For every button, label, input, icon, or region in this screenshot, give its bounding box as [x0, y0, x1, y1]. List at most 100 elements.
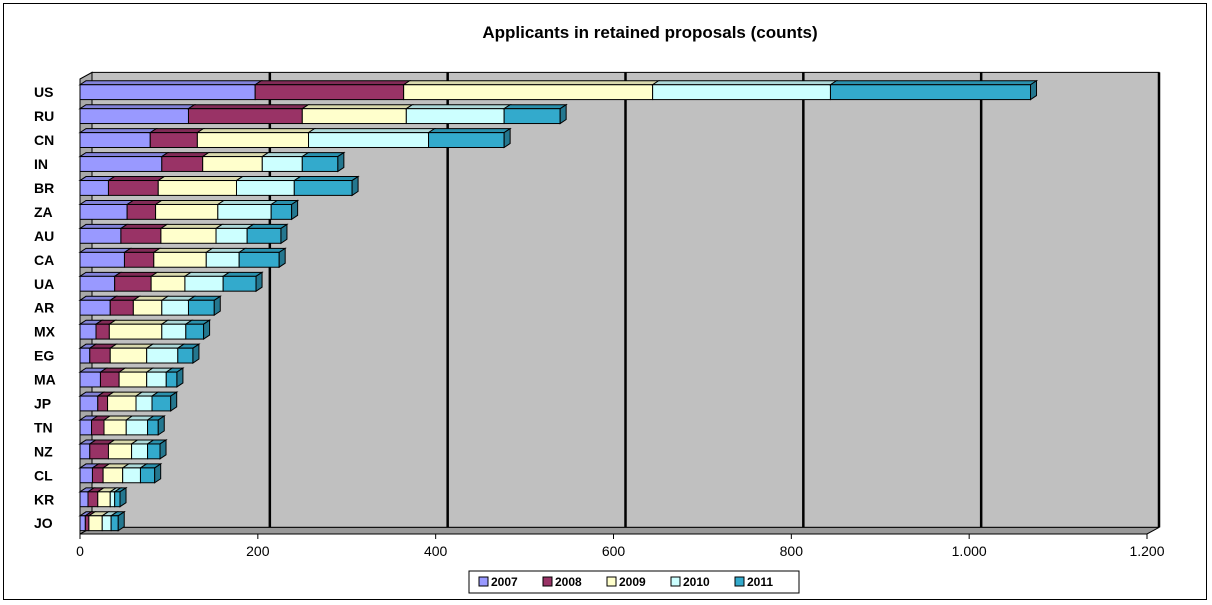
legend-swatch — [670, 576, 681, 587]
chart-title: Applicants in retained proposals (counts… — [482, 23, 817, 42]
bar-segment — [84, 515, 90, 532]
bar-end — [117, 510, 125, 532]
bar-top — [108, 343, 155, 349]
bar-top — [156, 176, 245, 182]
bar-top — [78, 247, 133, 253]
bar-segment — [79, 323, 97, 340]
bar-segment — [235, 180, 295, 196]
bars — [78, 79, 1039, 532]
bar-segment — [149, 132, 198, 148]
bar-end — [1030, 79, 1038, 101]
bar-segment — [79, 227, 122, 244]
bar-segment — [79, 299, 111, 316]
bar-top — [404, 104, 512, 110]
bar-group — [78, 415, 166, 436]
legend-label: 2008 — [555, 575, 582, 589]
bar-end — [291, 199, 299, 221]
bar-segment — [301, 108, 407, 125]
bar-segment — [114, 275, 152, 292]
bar-group — [78, 486, 128, 508]
bar-segment — [428, 132, 505, 148]
bar-top — [292, 176, 360, 182]
bar-segment — [120, 227, 162, 244]
tick-label: 400 — [424, 543, 448, 559]
stacked-bar-chart: Applicants in retained proposals (counts… — [34, 23, 1165, 594]
bar-segment — [79, 84, 256, 101]
legend-swatch — [542, 576, 553, 587]
bar-end — [559, 103, 567, 125]
bar-top — [153, 199, 226, 205]
bar-top — [306, 128, 437, 134]
gridlines — [268, 72, 1161, 528]
bar-segment — [293, 180, 353, 196]
bar-group — [78, 462, 163, 484]
tick-label: 1.200 — [1129, 543, 1164, 559]
bar-end — [192, 343, 200, 364]
category-label: CL — [34, 467, 53, 483]
bar-top — [78, 104, 197, 110]
category-label: AR — [34, 300, 54, 316]
bar-segment — [126, 203, 157, 220]
bar-segment — [160, 227, 217, 244]
bar-segment — [147, 419, 159, 436]
bar-top — [159, 223, 224, 229]
bar-segment — [79, 371, 101, 388]
bar-segment — [246, 227, 282, 244]
bar-segment — [79, 275, 116, 292]
bar-segment — [79, 443, 91, 460]
tick-label: 800 — [780, 543, 804, 559]
legend-item: 2007 — [478, 575, 518, 589]
tick-label: 0 — [76, 543, 84, 559]
bar-top — [78, 199, 135, 205]
bar-segment — [222, 275, 257, 292]
bar-top — [78, 152, 170, 158]
bar-segment — [301, 156, 339, 172]
bar-top — [78, 80, 263, 86]
bar-group — [78, 510, 126, 532]
bar-group — [78, 271, 264, 293]
bar-segment — [165, 371, 178, 388]
bar-segment — [215, 227, 248, 244]
legend-label: 2010 — [683, 575, 710, 589]
bar-group — [78, 175, 360, 197]
category-label: ZA — [34, 204, 53, 220]
legend-item: 2010 — [670, 575, 710, 589]
bar-segment — [270, 203, 293, 220]
bar-end — [119, 486, 127, 508]
category-label: BR — [34, 180, 54, 196]
bar-group — [78, 319, 212, 341]
bar-segment — [109, 299, 134, 316]
bar-segment — [135, 395, 153, 412]
bar-segment — [150, 275, 186, 292]
bar-segment — [79, 108, 189, 125]
category-label: IN — [34, 156, 48, 172]
bar-segment — [217, 203, 272, 220]
bar-segment — [79, 467, 93, 484]
legend: 2007 2008 2009 2010 2011 — [468, 570, 800, 594]
bar-segment — [79, 515, 86, 532]
bar-end — [176, 367, 184, 388]
bar-segment — [109, 347, 148, 364]
bar-top — [78, 223, 129, 229]
bar-top — [107, 319, 170, 325]
bar-end — [255, 271, 263, 293]
bar-top — [78, 128, 158, 134]
bar-segment — [308, 132, 430, 148]
bar-segment — [110, 515, 119, 532]
bar-segment — [114, 491, 121, 508]
bar-segment — [652, 84, 831, 101]
bar-top — [119, 223, 169, 229]
bar-segment — [107, 443, 133, 460]
bar-segment — [202, 156, 263, 172]
category-label: CA — [34, 252, 54, 268]
bar-group — [78, 295, 222, 317]
bar-segment — [79, 491, 89, 508]
category-label: RU — [34, 108, 54, 124]
bar-segment — [829, 84, 1032, 101]
category-label: KR — [34, 491, 54, 507]
bar-top — [650, 80, 839, 86]
bar-end — [203, 319, 211, 341]
bar-top — [78, 271, 123, 277]
category-label: MA — [34, 372, 56, 388]
bar-segment — [161, 299, 189, 316]
